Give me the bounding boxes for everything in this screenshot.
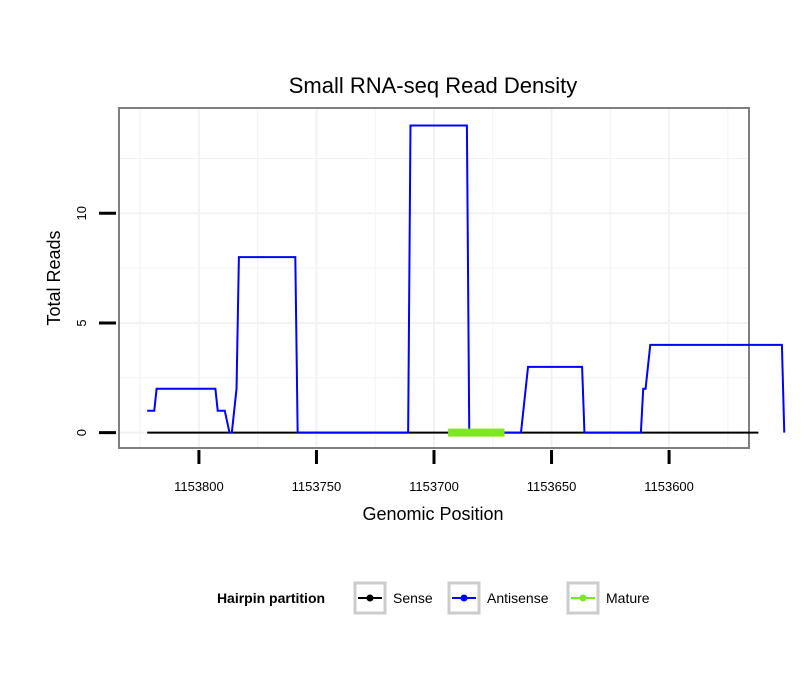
legend-item-sense: Sense <box>353 581 433 615</box>
x-tick-label: 1153700 <box>409 479 459 494</box>
legend-title: Hairpin partition <box>217 590 325 606</box>
y-axis-title: Total Reads <box>44 230 64 325</box>
x-tick-label: 1153750 <box>292 479 342 494</box>
grid-lines <box>120 109 748 447</box>
x-tick-label: 1153800 <box>174 479 224 494</box>
y-tick-label: 10 <box>74 206 89 220</box>
legend: Hairpin partition Sense Antisense Mature <box>217 581 650 615</box>
x-tick-label: 1153600 <box>644 479 694 494</box>
y-tick-label: 0 <box>74 429 89 436</box>
legend-key-dot <box>460 594 468 602</box>
y-axis: 0 5 10 <box>74 206 116 436</box>
x-axis: 1153800 1153750 1153700 1153650 1153600 <box>174 450 694 494</box>
legend-key-dot <box>579 594 587 602</box>
legend-label: Antisense <box>487 590 549 606</box>
legend-key-dot <box>366 594 374 602</box>
series-lines <box>147 124 786 437</box>
x-axis-title: Genomic Position <box>362 504 503 524</box>
legend-item-mature: Mature <box>566 581 650 615</box>
y-tick-label: 5 <box>74 319 89 326</box>
legend-label: Sense <box>393 590 433 606</box>
x-tick-label: 1153650 <box>527 479 577 494</box>
legend-label: Mature <box>606 590 650 606</box>
chart-title: Small RNA-seq Read Density <box>289 73 578 98</box>
series-antisense-line <box>147 124 786 434</box>
legend-item-antisense: Antisense <box>447 581 549 615</box>
